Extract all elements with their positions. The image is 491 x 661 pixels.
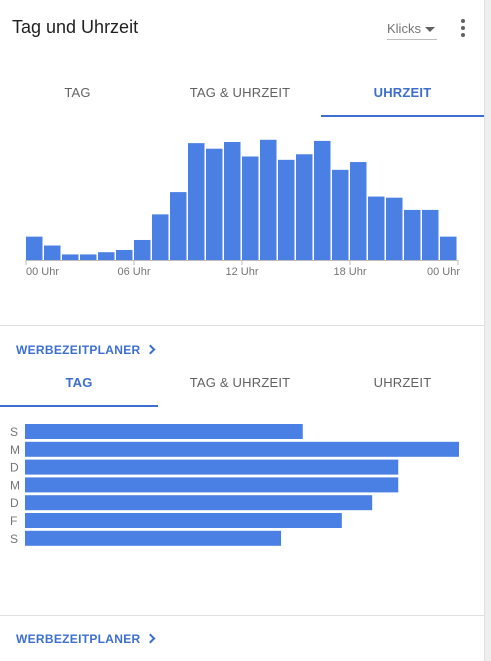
hour-bar[interactable]: [26, 236, 43, 260]
more-options-icon[interactable]: [457, 19, 469, 39]
tab-tag-uhrzeit-bottom[interactable]: TAG & UHRZEIT: [189, 375, 291, 390]
hour-bar[interactable]: [278, 159, 295, 260]
weekday-label: S: [10, 532, 18, 546]
hour-bar[interactable]: [170, 192, 187, 260]
x-tick-label: 06 Uhr: [117, 266, 150, 278]
hour-bar[interactable]: [80, 254, 97, 260]
hourly-bar-chart: 00 Uhr 06 Uhr 12 Uhr 18 Uhr 00 Uhr: [0, 120, 484, 285]
hour-bar[interactable]: [260, 139, 277, 260]
hour-bar[interactable]: [206, 148, 223, 260]
weekday-label: M: [10, 478, 20, 492]
caret-down-icon: [424, 27, 435, 32]
tabs-top: TAG TAG & UHRZEIT UHRZEIT: [0, 71, 484, 115]
hour-bar[interactable]: [116, 249, 133, 260]
weekday-label: D: [10, 496, 19, 510]
hour-bar[interactable]: [134, 239, 151, 260]
weekday-bar[interactable]: [25, 477, 399, 493]
tab-tag-bottom[interactable]: TAG: [65, 375, 93, 390]
tab-tag-uhrzeit-top[interactable]: TAG & UHRZEIT: [189, 85, 291, 100]
tab-uhrzeit-top[interactable]: UHRZEIT: [373, 85, 432, 100]
weekday-bar[interactable]: [25, 513, 342, 528]
weekday-bar[interactable]: [25, 530, 282, 546]
x-tick-label: 12 Uhr: [225, 266, 258, 278]
hour-bar[interactable]: [98, 252, 115, 260]
tab-indicator-bottom: [0, 405, 158, 407]
metric-dropdown[interactable]: Klicks: [387, 21, 437, 40]
chevron-right-icon: [145, 633, 155, 644]
hour-bar[interactable]: [332, 169, 349, 260]
hour-bar[interactable]: [296, 154, 313, 260]
ad-scheduler-link-1[interactable]: WERBEZEITPLANER: [16, 343, 155, 357]
x-tick-label: 18 Uhr: [333, 266, 366, 278]
weekday-label: F: [10, 514, 17, 528]
x-tick-label: 00 Uhr: [26, 266, 59, 278]
chevron-right-icon: [145, 344, 155, 355]
metric-dropdown-value: Klicks: [387, 21, 421, 36]
hour-bar[interactable]: [440, 236, 457, 260]
hour-bar[interactable]: [422, 209, 439, 260]
hour-bar[interactable]: [188, 143, 205, 260]
ad-scheduler-link-label: WERBEZEITPLANER: [16, 343, 141, 357]
tab-tag-top[interactable]: TAG: [64, 85, 91, 100]
ad-scheduler-link-2[interactable]: WERBEZEITPLANER: [16, 632, 155, 646]
divider-2: [0, 615, 484, 616]
hour-bar[interactable]: [386, 197, 403, 260]
hour-bar[interactable]: [368, 196, 385, 260]
weekday-bar[interactable]: [25, 424, 303, 439]
tab-uhrzeit-bottom[interactable]: UHRZEIT: [373, 375, 432, 390]
hour-bar[interactable]: [224, 142, 241, 260]
divider-1: [0, 325, 484, 326]
card-header: Tag und Uhrzeit Klicks: [0, 0, 484, 58]
tab-indicator-top: [321, 115, 484, 117]
weekday-label: D: [10, 461, 19, 475]
ad-scheduler-link-label: WERBEZEITPLANER: [16, 632, 141, 646]
hour-bar[interactable]: [314, 140, 331, 260]
weekday-bar[interactable]: [25, 459, 399, 475]
weekday-label: S: [10, 425, 18, 439]
hour-bar[interactable]: [62, 254, 79, 260]
hour-bar[interactable]: [152, 214, 169, 260]
x-tick-label: 00 Uhr: [427, 266, 460, 278]
weekday-label: M: [10, 443, 20, 457]
weekday-bar[interactable]: [25, 441, 459, 457]
hour-bar[interactable]: [350, 162, 367, 260]
hourly-chart-svg: 00 Uhr 06 Uhr 12 Uhr 18 Uhr 00 Uhr: [25, 139, 460, 278]
hour-bar[interactable]: [44, 245, 61, 260]
weekday-bar[interactable]: [25, 495, 373, 511]
hour-bar[interactable]: [404, 209, 421, 260]
tabs-bottom: TAG TAG & UHRZEIT UHRZEIT: [0, 361, 484, 405]
hour-bar[interactable]: [242, 156, 259, 260]
card-title: Tag und Uhrzeit: [12, 17, 139, 37]
scrollbar-track[interactable]: [484, 0, 491, 661]
